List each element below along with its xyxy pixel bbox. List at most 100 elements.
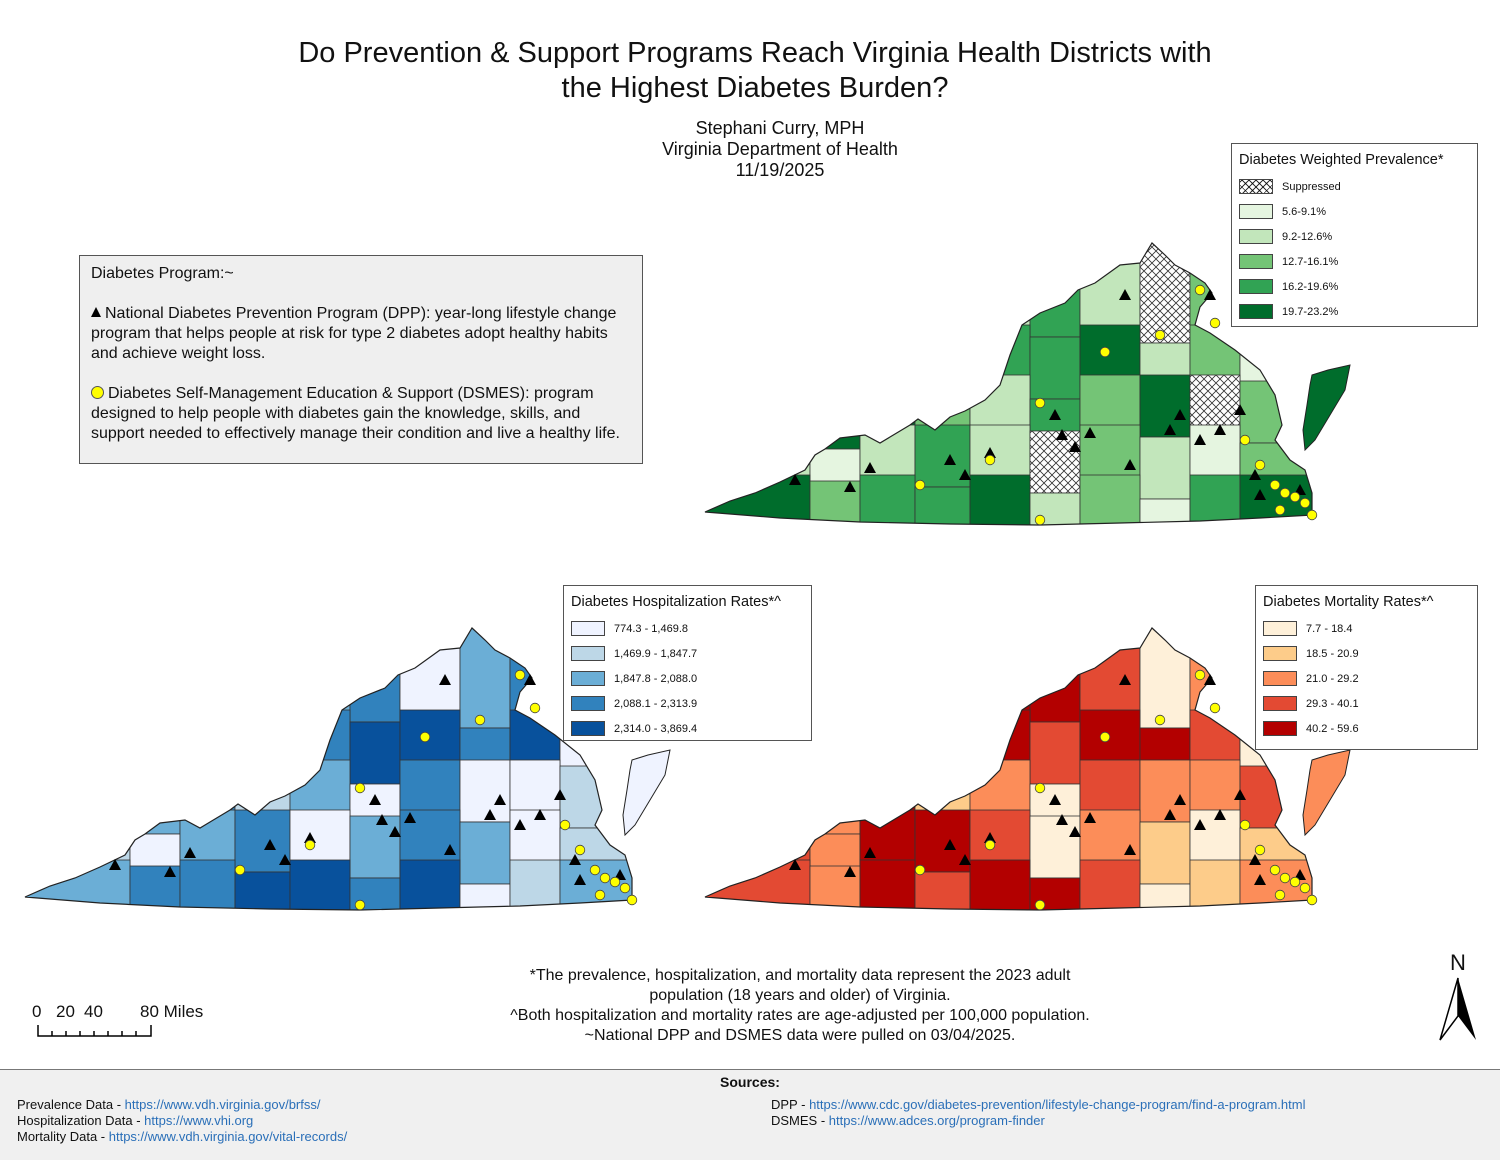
dsmes-description: Diabetes Self-Management Education & Sup…	[91, 385, 620, 442]
health-district	[1029, 721, 1081, 785]
health-district	[179, 859, 236, 910]
hospitalization-legend-item: 2,088.1 - 2,313.9	[571, 691, 811, 716]
dsmes-site-circle-icon	[1254, 844, 1266, 856]
prevalence-legend-title: Diabetes Weighted Prevalence*	[1239, 152, 1444, 168]
mortality-legend-swatch	[1263, 621, 1297, 636]
dpp-site-triangle-icon	[844, 481, 856, 492]
hospitalization-legend-item: 1,469.9 - 1,847.7	[571, 641, 811, 666]
dpp-site-triangle-icon	[984, 447, 996, 458]
dpp-site-triangle-icon	[789, 859, 801, 870]
dpp-site-triangle-icon	[574, 874, 586, 885]
dsmes-site-circle-icon	[1274, 504, 1286, 516]
dpp-site-triangle-icon	[1234, 789, 1246, 800]
title-line-1: Do Prevention & Support Programs Reach V…	[298, 37, 1212, 69]
source-hospitalization-link[interactable]: https://www.vhi.org	[144, 1113, 254, 1128]
health-district	[914, 715, 971, 779]
mortality-legend-label: 7.7 - 18.4	[1306, 622, 1353, 635]
dsmes-site-circle-icon	[1279, 487, 1291, 499]
dpp-site-triangle-icon	[1119, 289, 1131, 300]
author-name: Stephani Curry, MPH	[695, 118, 865, 138]
dsmes-site-circle-icon	[1194, 284, 1206, 296]
mortality-legend-swatch	[1263, 721, 1297, 736]
hospitalization-legend-label: 774.3 - 1,469.8	[614, 622, 689, 635]
health-district	[705, 243, 811, 338]
author-org: Virginia Department of Health	[662, 139, 898, 159]
dpp-site-triangle-icon	[369, 794, 381, 805]
source-dpp-link[interactable]: https://www.cdc.gov/diabetes-prevention/…	[809, 1097, 1306, 1112]
scale-tick-40: 40	[84, 1002, 103, 1021]
hospitalization-legend-label: 1,847.8 - 2,088.0	[614, 672, 698, 685]
source-dsmes-link[interactable]: https://www.adces.org/program-finder	[828, 1113, 1045, 1128]
health-district	[914, 643, 971, 747]
mortality-legend-swatch	[1263, 671, 1297, 686]
mortality-legend-item: 21.0 - 29.2	[1263, 666, 1477, 691]
health-district	[1139, 628, 1191, 729]
mortality-legend-label: 18.5 - 20.9	[1306, 647, 1359, 660]
dsmes-site-circle-icon	[1154, 714, 1166, 726]
health-district	[969, 859, 1031, 910]
dsmes-site-circle-icon	[619, 882, 631, 894]
dsmes-site-circle-icon	[1274, 889, 1286, 901]
author-date: 11/19/2025	[735, 160, 825, 180]
mortality-legend-label: 21.0 - 29.2	[1306, 672, 1359, 685]
footnote-line-4: ~National DPP and DSMES data were pulled…	[584, 1027, 1016, 1044]
health-district	[914, 871, 971, 910]
health-district	[859, 709, 916, 773]
dpp-site-triangle-icon	[1049, 409, 1061, 420]
health-district	[1029, 815, 1081, 879]
source-mortality-link[interactable]: https://www.vdh.virginia.gov/vital-recor…	[108, 1129, 348, 1144]
mortality-legend-item: 29.3 - 40.1	[1263, 691, 1477, 716]
health-district	[234, 715, 291, 779]
dpp-site-triangle-icon	[864, 462, 876, 473]
dsmes-site-circle-icon	[1034, 899, 1046, 911]
dpp-site-triangle-icon	[1204, 289, 1216, 300]
mortality-map	[704, 627, 1351, 911]
dpp-site-triangle-icon	[789, 474, 801, 485]
health-district	[459, 821, 511, 885]
dpp-site-triangle-icon	[1204, 674, 1216, 685]
footnote-line-3: ^Both hospitalization and mortality rate…	[510, 1007, 1090, 1024]
dsmes-site-circle-icon	[1269, 479, 1281, 491]
health-district	[289, 859, 351, 910]
dsmes-site-circle-icon	[1306, 894, 1318, 906]
dpp-site-triangle-icon	[279, 854, 291, 865]
dpp-site-triangle-icon	[184, 847, 196, 858]
mortality-legend-item: 7.7 - 18.4	[1263, 616, 1477, 641]
dpp-site-triangle-icon	[484, 809, 496, 820]
health-district	[1029, 877, 1081, 910]
dsmes-site-circle-icon	[559, 819, 571, 831]
mortality-legend-title: Diabetes Mortality Rates*^	[1263, 594, 1434, 610]
dpp-site-triangle-icon	[1084, 812, 1096, 823]
map-title: Do Prevention & Support Programs Reach V…	[0, 36, 1500, 106]
dpp-site-triangle-icon	[844, 866, 856, 877]
dpp-site-triangle-icon	[534, 809, 546, 820]
hospitalization-legend-label: 2,088.1 - 2,313.9	[614, 697, 698, 710]
dpp-site-triangle-icon	[524, 674, 536, 685]
health-district	[234, 871, 291, 910]
dsmes-site-circle-icon	[914, 864, 926, 876]
health-district	[25, 709, 131, 773]
mortality-legend-swatch	[1263, 696, 1297, 711]
eastern-shore-district	[622, 749, 671, 837]
health-district	[969, 628, 1031, 723]
dpp-triangle-icon	[91, 307, 101, 317]
health-district	[234, 643, 291, 747]
health-district	[914, 330, 971, 394]
health-district	[349, 721, 401, 785]
dsmes-site-circle-icon	[529, 702, 541, 714]
health-district	[459, 883, 511, 910]
dsmes-site-circle-icon	[594, 889, 606, 901]
prevalence-legend-item: 12.7-16.1%	[1239, 249, 1477, 274]
source-prevalence-link[interactable]: https://www.vdh.virginia.gov/brfss/	[124, 1097, 321, 1112]
dpp-site-triangle-icon	[389, 826, 401, 837]
state-outline	[704, 242, 1313, 526]
north-arrow-icon	[1439, 977, 1476, 1041]
health-district	[1029, 492, 1081, 525]
health-district	[129, 637, 181, 741]
dpp-site-triangle-icon	[376, 814, 388, 825]
health-district	[1139, 374, 1191, 438]
scale-bar-ruler	[37, 1025, 152, 1037]
north-label: N	[1450, 950, 1466, 975]
dpp-site-triangle-icon	[1249, 469, 1261, 480]
prevalence-legend-swatch	[1239, 254, 1273, 269]
